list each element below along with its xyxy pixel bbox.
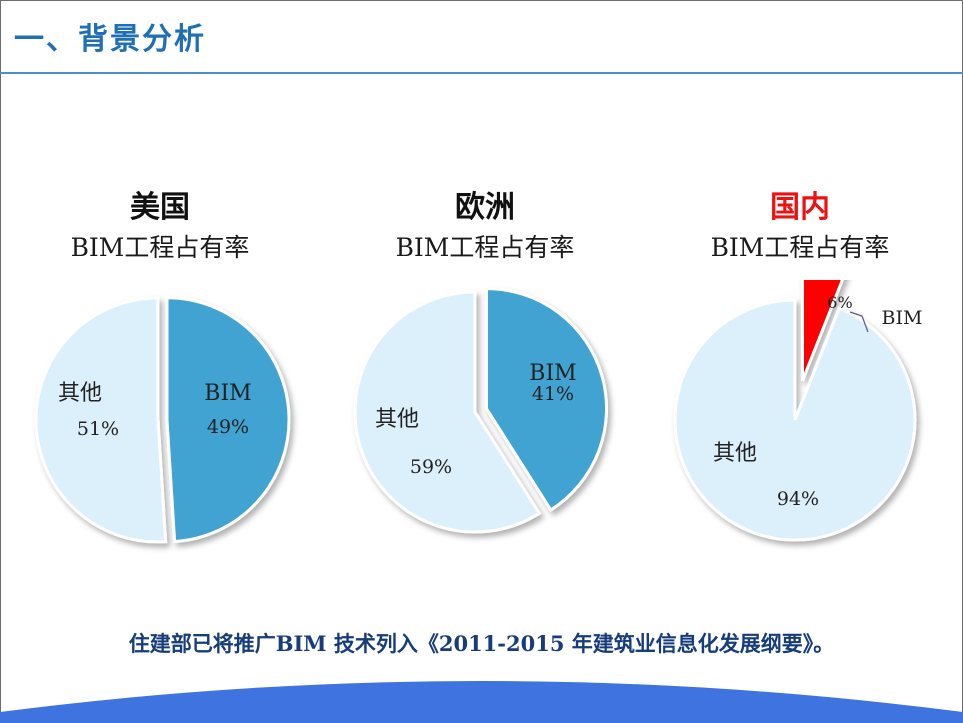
- bottom-wave-decoration: [0, 681, 963, 723]
- slice-name-label: 其他: [375, 407, 419, 432]
- chart-europe: 欧洲 BIM工程占有率 BIM 41% 其他 59%: [325, 180, 645, 580]
- slice-value-label: 49%: [207, 416, 249, 438]
- slice-name-label: BIM: [529, 361, 576, 386]
- pie-slice-other: [34, 296, 168, 544]
- pie-slice-other: [673, 298, 917, 542]
- slide-title: 一、背景分析: [14, 22, 206, 57]
- chart-title: 国内: [770, 190, 830, 225]
- pie-slice-bim: [165, 296, 291, 544]
- chart-subtitle: BIM工程占有率: [710, 233, 890, 262]
- chart-title: 美国: [130, 190, 190, 225]
- slice-name-label: 其他: [58, 381, 102, 406]
- slice-value-label: 94%: [777, 488, 819, 510]
- pie-slice-bim: [485, 287, 608, 513]
- footer-note: 住建部已将推广BIM 技术列入《2011-2015 年建筑业信息化发展纲要》。: [128, 631, 835, 656]
- slice-value-label: 59%: [410, 456, 452, 478]
- chart-subtitle: BIM工程占有率: [70, 233, 250, 262]
- slice-value-label: 51%: [77, 418, 119, 440]
- title-divider: [0, 72, 963, 74]
- pie-slice-other: [353, 290, 542, 534]
- pie-chart-domestic: BIM 6% 其他 94%: [673, 280, 923, 542]
- leader-line: [849, 311, 869, 333]
- slice-name-label: BIM: [204, 381, 251, 406]
- slice-name-label: BIM: [882, 307, 923, 329]
- slice-name-label: 其他: [713, 441, 757, 466]
- chart-domestic: 国内 BIM工程占有率 BIM 6% 其他 94%: [640, 180, 960, 580]
- chart-usa: 美国 BIM工程占有率 BIM 49% 其他 51%: [0, 180, 320, 580]
- slice-value-label: 41%: [532, 383, 574, 405]
- pie-chart-usa: BIM 49% 其他 51%: [34, 296, 291, 544]
- slice-value-label: 6%: [827, 293, 852, 312]
- pie-slice-bim: [800, 280, 844, 382]
- chart-subtitle: BIM工程占有率: [395, 233, 575, 262]
- chart-title: 欧洲: [455, 190, 515, 225]
